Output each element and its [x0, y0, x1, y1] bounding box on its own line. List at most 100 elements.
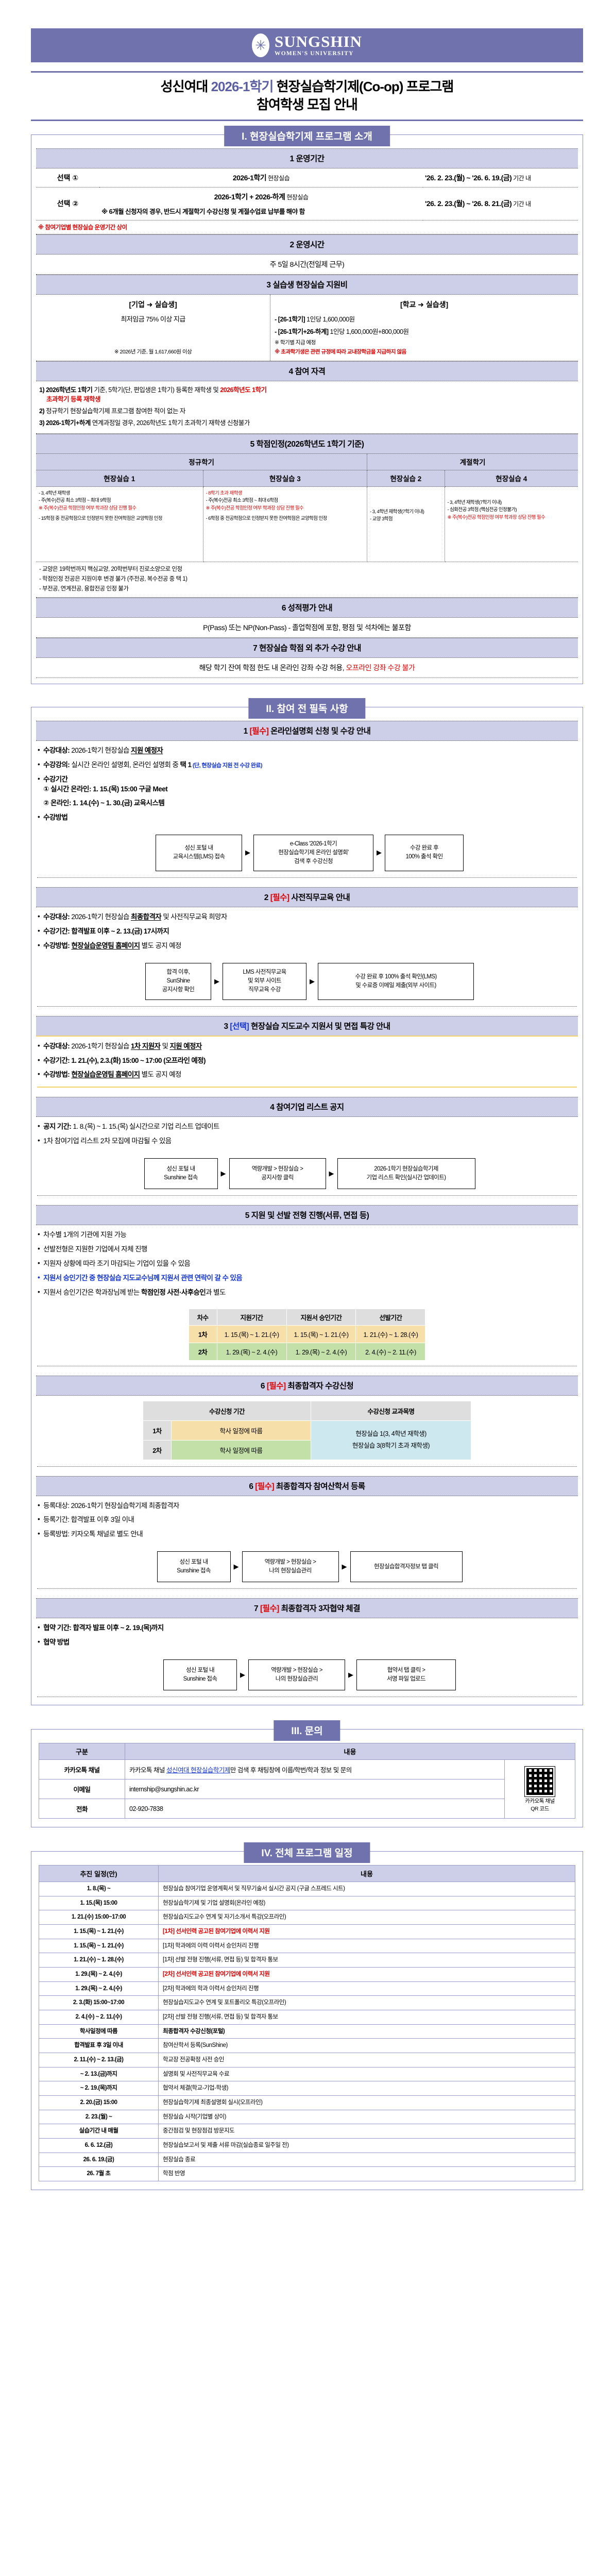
table-row: 1. 21.(수) 15:00~17:00 현장실습지도교수 연계 및 자기소개서…: [39, 1910, 575, 1925]
flow-step: 역량개발 > 현장실습 > 공지사항 클릭: [229, 1158, 326, 1190]
list-item: 협약 기간: 합격자 발표 이후 ~ 2. 19.(목)까지: [38, 1623, 573, 1633]
section-contact: III. 문의 구분 내용 카카오톡 채널 카카오톡 채널 성신여대 현장실습학…: [31, 1720, 583, 1828]
contact-label: 카카오톡 채널: [39, 1759, 125, 1780]
list-item: 3) 2026-1학기+하계 연계과정일 경우, 2026학년도 1학기 초과학…: [39, 419, 250, 427]
schedule-detail: [2차] 선발 전형 진행(서류, 면접 등) 및 합격자 통보: [158, 2010, 575, 2025]
title-part-2: 현장실습학기제(Co-op) 프로그램: [273, 79, 454, 94]
overall-schedule-table: 추진 일정(안) 내용 1. 8.(목) ~ 현장실습 참여기업 운영계획서 및 …: [39, 1865, 575, 2182]
flow-step: 합격 이후, SunShine 공지사항 확인: [145, 962, 211, 1000]
schedule-detail: 참여산학서 등록(SunShine): [158, 2038, 575, 2054]
schedule-detail: [2차] 선서인력 공고된 참여기업에 이력서 지원: [158, 1967, 575, 1982]
flow-step: e-Class '2026-1학기 현장실습학기제 온라인 설명회' 검색 후 …: [253, 834, 373, 872]
table-row: 2차 1. 29.(목) ~ 2. 4.(수) 1. 29.(목) ~ 2. 4…: [188, 1342, 426, 1361]
list-item: ② 온라인: 1. 14.(수) ~ 1. 30.(금) 교육시스템: [43, 799, 165, 807]
schedule-date: 1. 8.(목) ~: [39, 1882, 159, 1896]
title-part-1: 성신여대: [160, 79, 211, 94]
schedule-date: 2. 23.(월) ~: [39, 2109, 159, 2125]
selection-period: 2. 4.(수) ~ 2. 11.(수): [355, 1342, 426, 1361]
flow-step: 협약서 탭 클릭 > 서명 파일 업로드: [356, 1659, 456, 1691]
schedule-date: 실습기간 내 매월: [39, 2124, 159, 2139]
table-row: 1차 1. 15.(목) ~ 1. 21.(수) 1. 15.(목) ~ 1. …: [188, 1325, 426, 1343]
round-label: 1차: [188, 1325, 217, 1343]
arrow-icon: ▶: [240, 1671, 245, 1679]
table-row: 1. 21.(수) ~ 1. 28.(수) [1차] 선발 전형 진행(서류, 면…: [39, 1953, 575, 1968]
round-label: 2차: [143, 1439, 172, 1460]
support-fee-grid: [기업 ➜ 실습생] 최저임금 75% 이상 지급 ※ 2026년 기준, 월 …: [36, 294, 578, 361]
list-item: 지원자 상황에 따라 조기 마감되는 기업이 있을 수 있음: [38, 1259, 573, 1269]
credit-cell-4: - 3, 4학년 재학생(7학기 이내) - 심화전공 3학점 (핵심전공 인정…: [445, 486, 578, 563]
credit-group-regular: 정규학기: [36, 454, 368, 471]
list-item: 수강방법: 현장실습운영팀 홈페이지 별도 공지 예정: [38, 1070, 573, 1080]
col-approval-period: 지원서 승인기간: [286, 1308, 356, 1326]
table-row: 추진 일정(안) 내용: [39, 1865, 575, 1883]
list-item: 공지 기간: 1. 8.(목) ~ 1. 15.(목) 실시간으로 기업 리스트…: [38, 1122, 573, 1132]
selection-schedule-table-wrap: 차수 지원기간 지원서 승인기간 선발기간 1차 1. 15.(목) ~ 1. …: [36, 1304, 578, 1366]
table-row: 이메일 internship@sungshin.ac.kr: [39, 1779, 575, 1800]
table-row: 2. 20.(금) 15:00 현장실습학기제 최종설명회 실시(오프라인): [39, 2095, 575, 2110]
credit-col-3: 현장실습 2: [367, 470, 445, 487]
apply-period: 1. 15.(목) ~ 1. 21.(수): [216, 1325, 287, 1343]
prejob-training-flow: 합격 이후, SunShine 공지사항 확인 ▶ LMS 사전직무교육 및 외…: [36, 962, 578, 1000]
subsection-credit-recognition: 5 학점인정(2026학년도 1학기 기준): [36, 434, 578, 454]
credit-cell-3: - 3, 4학년 재학생(7학기 이내) - 교양 3학점: [367, 486, 445, 563]
table-row: 2차 학사 일정에 따름: [143, 1439, 471, 1460]
schedule-date: 6. 6. 12.(금): [39, 2138, 159, 2153]
schedule-detail: 현장실습보고서 및 제출 서류 마감(실습종료 일주일 전): [158, 2138, 575, 2153]
fee-from-company: [기업 ➜ 실습생] 최저임금 75% 이상 지급 ※ 2026년 기준, 월 …: [36, 294, 271, 361]
credit-col-1: 현장실습 1: [36, 470, 203, 487]
industry-registration-flow: 성신 포털 내 Sunshine 접속 ▶ 역량개발 > 현장실습 > 나의 현…: [36, 1551, 578, 1583]
table-row: ~ 2. 13.(금)까지 설명회 및 사전직무교육 수료: [39, 2066, 575, 2082]
table-row: 6. 6. 12.(금) 현장실습보고서 및 제출 서류 마감(실습종료 일주일 …: [39, 2138, 575, 2153]
extra-courses-value: 해당 학기 잔여 학점 한도 내 온라인 강좌 수강 허용, 오프라인 강좌 수…: [36, 658, 578, 679]
reg-period: 학사 일정에 따름: [171, 1439, 311, 1460]
table-row: 2. 11.(수) ~ 2. 13.(금) 학교장 전공확정 사전 승인: [39, 2053, 575, 2067]
kakao-channel-link[interactable]: 성신여대 현장실습학기제: [166, 1767, 230, 1774]
section-4-banner: IV. 전체 프로그램 일정: [244, 1842, 370, 1863]
col-detail: 내용: [158, 1865, 575, 1883]
course-registration-table: 수강신청 기간 수강신청 교과목명 1차 학사 일정에 따름 현장실습 1(3,…: [143, 1400, 471, 1460]
schedule-date: 학사일정에 따름: [39, 2024, 159, 2039]
logo-name-en: SUNGSHIN: [275, 32, 362, 51]
list-item: 지원서 승인기간 중 현장실습 지도교수님께 지원서 관련 연락이 갈 수 있음: [38, 1273, 573, 1283]
schedule-date: 1. 15.(목) ~ 1. 21.(수): [39, 1938, 159, 1954]
credit-group-seasonal: 계절학기: [367, 454, 578, 471]
table-row: 합격발표 후 3일 이내 참여산학서 등록(SunShine): [39, 2038, 575, 2054]
table-row: 정규학기 계절학기: [36, 454, 578, 471]
list-item: 수강기간 ① 실시간 온라인: 1. 15.(목) 15:00 구글 Meet …: [38, 774, 573, 808]
operating-hours-value: 주 5일 8시간(전일제 근무): [36, 255, 578, 275]
choice-date: '26. 2. 23.(월) ~ '26. 6. 19.(금) 기간 내: [423, 168, 578, 188]
schedule-date: 1. 15.(목) ~ 1. 21.(수): [39, 1924, 159, 1939]
approval-period: 1. 29.(목) ~ 2. 4.(수): [286, 1342, 356, 1361]
schedule-detail: 현장실습 참여기업 운영계획서 및 직무기술서 실시간 공지 (구글 스프레드 …: [158, 1882, 575, 1896]
subsection-professor-lecture: 3 [선택] 현장실습 지도교수 지원서 및 면접 특강 안내: [36, 1015, 578, 1037]
choice-label: 선택 ②: [36, 187, 99, 221]
document-page: ✳ SUNGSHIN WOMEN'S UNIVERSITY 성신여대 2026-…: [0, 28, 614, 2191]
subsection-eligibility: 4 참여 자격: [36, 361, 578, 381]
operating-period-table: 선택 ① 2026-1학기 현장실습 '26. 2. 23.(월) ~ '26.…: [36, 168, 578, 221]
section-program-intro: I. 현장실습학기제 프로그램 소개 1 운영기간 선택 ① 2026-1학기 …: [31, 125, 583, 685]
list-item: 수강기간: 합격발표 이후 ~ 2. 13.(금) 17시까지: [38, 926, 573, 937]
list-item: - 학점인정 전공은 지원이후 변경 불가 (주전공, 복수전공 중 택 1): [39, 576, 187, 583]
subsection-course-registration: 6 [필수] 최종합격자 수강신청: [36, 1375, 578, 1396]
fee-item: - [26-1학기] 1인당 1,600,000원: [275, 315, 355, 323]
schedule-date: 1. 21.(수) ~ 1. 28.(수): [39, 1953, 159, 1968]
flow-step: 역량개발 > 현장실습 > 나의 현장실습관리: [242, 1551, 339, 1583]
subsection-company-list: 4 참여기업 리스트 공지: [36, 1097, 578, 1117]
apply-period: 1. 29.(목) ~ 2. 4.(수): [216, 1342, 287, 1361]
contact-value: internship@sungshin.ac.kr: [125, 1779, 505, 1800]
table-row: 수강신청 기간 수강신청 교과목명: [143, 1400, 471, 1421]
flow-step: 수강 완료 후 100% 출석 확인(LMS) 및 수료증 이메일 제출(외부 …: [318, 962, 474, 1000]
subsection-tripartite-agreement: 7 [필수] 최종합격자 3자협약 체결: [36, 1598, 578, 1619]
logo-subname-en: WOMEN'S UNIVERSITY: [275, 50, 354, 57]
schedule-detail: 현장실습학기제 최종설명회 실시(오프라인): [158, 2095, 575, 2110]
col-reg-period: 수강신청 기간: [143, 1400, 311, 1421]
table-row: 현장실습 1 현장실습 3 현장실습 2 현장실습 4: [36, 470, 578, 487]
table-row: 학사일정에 따름 최종합격자 수강신청(포털): [39, 2024, 575, 2039]
table-row: 26. 6. 19.(금) 현장실습 종료: [39, 2152, 575, 2167]
arrow-icon: ▶: [329, 1170, 334, 1178]
eligibility-list: 1) 2026학년도 1학기 기준, 5학기(단, 편입생은 1학기) 등록한 …: [36, 381, 578, 434]
schedule-detail: 중간점검 및 현장점검 방문지도: [158, 2124, 575, 2139]
flow-step: 성신 포털 내 Sunshine 접속: [144, 1158, 218, 1190]
list-item: 선발전형은 지원한 기업에서 자체 진행: [38, 1244, 573, 1255]
table-row: - 3, 4학년 재학생 - 주(복수)전공 최소 3학점 ~ 최대 9학점 ※…: [36, 486, 578, 563]
